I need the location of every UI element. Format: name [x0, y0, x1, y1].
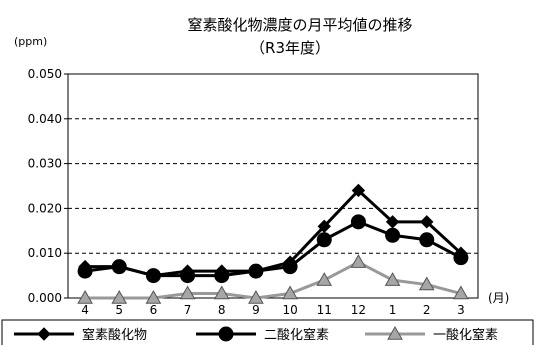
x-tick-label: 6 [150, 303, 158, 317]
data-point [420, 215, 434, 229]
x-tick-label: 8 [218, 303, 226, 317]
data-point [248, 289, 264, 304]
x-tick-label: 11 [317, 303, 332, 317]
legend-item: 二酸化窒素 [196, 326, 329, 343]
data-point [112, 259, 126, 274]
y-tick-label: 0.030 [28, 157, 62, 171]
data-point [249, 264, 263, 278]
y-tick-label: 0.020 [28, 201, 62, 215]
data-point [180, 264, 195, 278]
data-point [282, 285, 298, 300]
y-tick-label: 0.010 [28, 246, 62, 260]
chart-subtitle: （R3年度） [250, 39, 330, 57]
data-point [317, 219, 331, 234]
data-point [454, 246, 468, 260]
legend-label: 二酸化窒素 [264, 327, 329, 343]
series-line [85, 260, 462, 300]
data-point [385, 215, 400, 229]
data-point [316, 272, 333, 286]
data-point [213, 285, 230, 300]
data-point [350, 254, 367, 268]
y-tick-label: 0.040 [28, 112, 62, 126]
x-tick-label: 3 [457, 303, 465, 317]
legend-frame [1, 319, 534, 349]
data-point [418, 276, 435, 291]
data-point [145, 289, 162, 304]
series-3 [77, 254, 469, 304]
x-tick-label: 7 [184, 303, 192, 317]
y-axis-unit: (ppm) [14, 35, 47, 48]
data-point [384, 272, 401, 286]
data-point [351, 183, 366, 198]
legend: 窒素酸化物 二酸化窒素 一酸化窒素 [1, 319, 534, 349]
data-point [385, 227, 401, 243]
data-point [453, 285, 469, 300]
data-point [350, 214, 366, 230]
legend-item: 窒素酸化物 [14, 327, 147, 343]
legend-marker [218, 326, 234, 342]
legend-marker [387, 325, 403, 340]
data-point [419, 232, 435, 248]
x-tick-label: 9 [252, 303, 260, 317]
data-point [111, 289, 128, 304]
y-tick-label: 0.050 [28, 67, 62, 81]
data-point [77, 289, 93, 304]
legend-item: 一酸化窒素 [365, 325, 498, 343]
y-tick-label: 0.000 [28, 291, 62, 305]
x-tick-label: 2 [423, 303, 431, 317]
x-tick-label: 5 [115, 303, 123, 317]
x-tick-label: 1 [389, 303, 397, 317]
legend-label: 窒素酸化物 [82, 327, 147, 343]
data-point [316, 232, 332, 248]
x-axis-unit: (月) [488, 291, 509, 305]
data-point [215, 264, 229, 278]
series-line [85, 188, 462, 278]
series-1 [78, 183, 468, 283]
x-tick-label: 10 [282, 303, 297, 317]
data-point [78, 259, 92, 274]
x-tick-label: 4 [81, 303, 89, 317]
data-point [283, 255, 297, 269]
legend-label: 一酸化窒素 [433, 327, 498, 343]
data-point [146, 268, 161, 283]
x-tick-label: 12 [351, 303, 366, 317]
plot-frame [67, 73, 479, 299]
data-point [179, 285, 196, 300]
legend-marker [37, 327, 51, 341]
chart-title: 窒素酸化物濃度の月平均値の推移 [187, 16, 412, 34]
